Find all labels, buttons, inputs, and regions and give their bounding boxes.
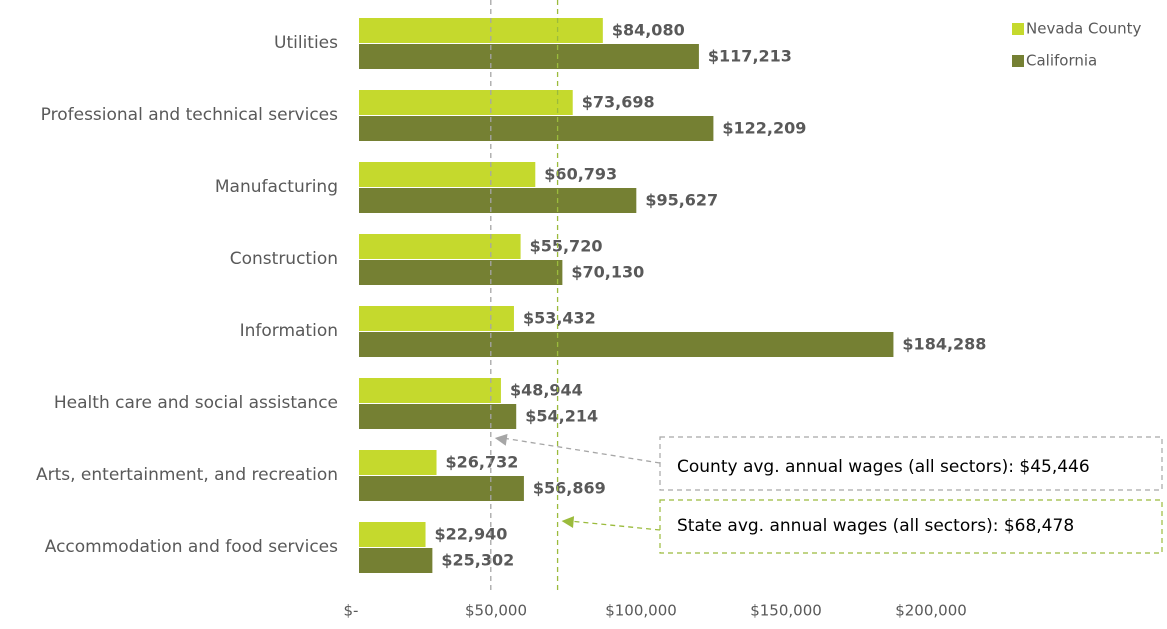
- value-label: $55,720: [530, 237, 603, 256]
- bar: [359, 404, 517, 429]
- bar: [359, 378, 501, 403]
- value-label: $53,432: [523, 309, 596, 328]
- bar: [359, 90, 573, 115]
- value-label: $84,080: [612, 21, 685, 40]
- arrow-head: [561, 516, 575, 529]
- bar: [359, 522, 426, 547]
- category-label: Health care and social assistance: [54, 393, 338, 413]
- x-tick-label: $-: [344, 602, 359, 620]
- legend-swatch: [1012, 23, 1024, 35]
- value-label: $184,288: [902, 335, 986, 354]
- bar: [359, 188, 637, 213]
- category-label: Construction: [230, 249, 338, 269]
- legend-label: Nevada County: [1026, 20, 1142, 38]
- value-label: $117,213: [708, 47, 792, 66]
- value-label: $95,627: [645, 191, 718, 210]
- annotation-text: State avg. annual wages (all sectors): $…: [677, 516, 1074, 536]
- annotation-arrow: [569, 520, 661, 531]
- value-label: $54,214: [525, 407, 598, 426]
- bar: [359, 162, 536, 187]
- bar: [359, 450, 437, 475]
- annotation-arrow: [502, 437, 661, 464]
- category-label: Information: [240, 321, 338, 341]
- x-tick-label: $50,000: [465, 602, 527, 620]
- annotation-box: [659, 499, 1163, 554]
- category-label: Arts, entertainment, and recreation: [36, 465, 338, 485]
- value-label: $48,944: [510, 381, 583, 400]
- bar: [359, 260, 563, 285]
- bar: [359, 306, 514, 331]
- bar: [359, 18, 603, 43]
- value-label: $22,940: [435, 525, 508, 544]
- x-tick-label: $150,000: [750, 602, 822, 620]
- category-label: Accommodation and food services: [45, 537, 338, 557]
- category-label: Utilities: [274, 33, 338, 53]
- x-tick-label: $100,000: [605, 602, 677, 620]
- category-label: Manufacturing: [215, 177, 338, 197]
- annotation-text: County avg. annual wages (all sectors): …: [677, 457, 1090, 477]
- value-label: $25,302: [441, 551, 514, 570]
- value-label: $60,793: [544, 165, 617, 184]
- bar: [359, 234, 521, 259]
- annotation-box: [659, 436, 1163, 491]
- legend-swatch: [1012, 55, 1024, 67]
- bar: [359, 332, 894, 357]
- value-label: $122,209: [722, 119, 806, 138]
- bar: [359, 476, 524, 501]
- value-label: $56,869: [533, 479, 606, 498]
- arrow-head: [494, 433, 508, 446]
- x-tick-label: $200,000: [895, 602, 967, 620]
- bar: [359, 548, 433, 573]
- category-label: Professional and technical services: [41, 105, 338, 125]
- value-label: $26,732: [446, 453, 519, 472]
- value-label: $70,130: [571, 263, 644, 282]
- legend-label: California: [1026, 52, 1097, 70]
- bar: [359, 44, 699, 69]
- value-label: $73,698: [582, 93, 655, 112]
- bar: [359, 116, 714, 141]
